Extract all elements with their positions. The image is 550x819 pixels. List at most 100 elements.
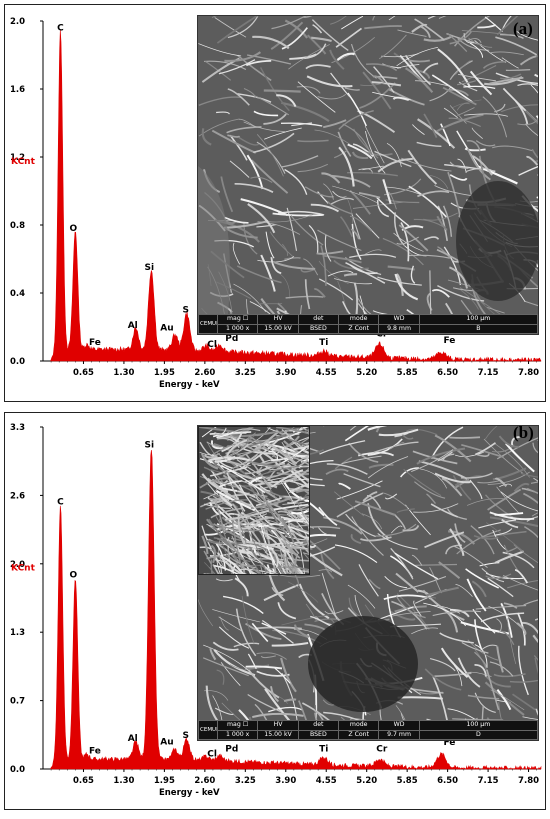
- fiber-stroke: [202, 657, 249, 677]
- fiber-stroke: [264, 570, 279, 574]
- fiber-stroke: [269, 523, 309, 535]
- spectrum-panel-a: 0.0 0.4 0.8 1.2 1.6 2.0 0.65 1.30 1.95 2.60 3.25 3.…: [4, 4, 546, 402]
- fiber-stroke: [253, 465, 300, 479]
- fiber-stroke: [216, 111, 230, 115]
- fiber-stroke: [249, 569, 255, 574]
- fiber-stroke: [469, 70, 493, 96]
- spectrum-panel-b: 0.0 0.7 1.3 2.0 2.6 3.3 0.65 1.30 1.95 2.60 3.25 3.…: [4, 412, 546, 810]
- fiber-stroke: [284, 431, 307, 454]
- fiber-stroke: [256, 134, 284, 177]
- fiber-stroke: [317, 191, 329, 204]
- fiber-stroke: [489, 51, 524, 56]
- fiber-stroke: [489, 661, 514, 677]
- fiber-stroke: [253, 132, 295, 154]
- fiber-stroke: [304, 493, 309, 497]
- fiber-stroke: [201, 473, 229, 493]
- fiber-stroke: [270, 21, 304, 50]
- fiber-stroke: [227, 537, 235, 574]
- fiber-stroke: [347, 143, 373, 160]
- fiber-stroke: [281, 517, 295, 544]
- fiber-stroke: [487, 577, 514, 598]
- fiber-stroke: [277, 510, 298, 520]
- fiber-stroke: [318, 506, 338, 526]
- fiber-stroke: [229, 160, 250, 178]
- fiber-stroke: [211, 129, 257, 154]
- fiber-stroke: [199, 546, 213, 552]
- fiber-stroke: [268, 450, 279, 461]
- fiber-stroke: [270, 686, 280, 703]
- fiber-stroke: [482, 60, 507, 69]
- fiber-stroke: [413, 503, 459, 513]
- fiber-stroke: [345, 513, 376, 538]
- sem-micrograph-b: CEMUP mag ☐ HV det mode WD 100 µm 1 000 …: [197, 425, 539, 741]
- fiber-stroke: [397, 64, 420, 69]
- y-tick-label: 1.2: [10, 153, 25, 163]
- fiber-stroke: [487, 471, 530, 486]
- fiber-stroke: [271, 16, 307, 30]
- fiber-stroke: [366, 495, 382, 509]
- sem-header-mag: mag ☐: [216, 314, 259, 325]
- fiber-stroke: [352, 201, 404, 209]
- fiber-stroke: [216, 431, 234, 439]
- fiber-stroke: [526, 155, 538, 166]
- fiber-stroke: [349, 264, 378, 275]
- fiber-stroke: [306, 543, 309, 555]
- fiber-stroke: [216, 16, 259, 44]
- fiber-stroke: [251, 159, 289, 194]
- sem-value-id: D: [418, 729, 538, 740]
- fiber-stroke: [232, 503, 261, 543]
- fiber-stroke: [318, 527, 333, 536]
- fiber-stroke: [348, 597, 361, 618]
- fiber-stroke: [351, 516, 384, 556]
- fiber-stroke: [464, 113, 508, 117]
- fiber-stroke: [304, 623, 326, 631]
- fiber-stroke: [273, 555, 285, 574]
- fiber-stroke: [306, 75, 353, 88]
- fiber-stroke: [475, 605, 527, 610]
- y-tick-label: 0.7: [10, 697, 25, 707]
- fiber-stroke: [384, 493, 398, 500]
- fiber-stroke: [216, 552, 244, 574]
- fiber-stroke: [298, 583, 330, 620]
- fiber-stroke: [341, 455, 382, 465]
- fiber-stroke: [437, 451, 453, 462]
- fiber-stroke: [203, 503, 231, 509]
- fiber-stroke: [414, 481, 446, 499]
- fiber-stroke: [505, 69, 531, 71]
- fiber-stroke: [297, 139, 329, 143]
- fiber-stroke: [290, 482, 309, 493]
- fiber-stroke: [461, 443, 504, 459]
- fiber-stroke: [240, 198, 289, 217]
- fiber-stroke: [348, 442, 379, 463]
- fiber-stroke: [494, 512, 524, 516]
- fiber-stroke: [333, 278, 373, 285]
- fiber-stroke: [532, 442, 538, 454]
- fiber-stroke: [258, 517, 307, 528]
- fiber-stroke: [350, 533, 362, 545]
- fiber-stroke: [513, 544, 538, 564]
- sem-header-det: det: [297, 314, 340, 325]
- fiber-stroke: [201, 535, 209, 554]
- sem-micrograph-a: CEMUP mag ☐ HV det mode WD 100 µm 1 000 …: [197, 15, 539, 335]
- fiber-stroke: [237, 515, 246, 546]
- sem-logo-a: CEMUP: [198, 314, 218, 334]
- peak-label-fe: Fe: [89, 338, 101, 348]
- fiber-stroke: [471, 127, 483, 140]
- sem-databar-b: CEMUP mag ☐ HV det mode WD 100 µm 1 000 …: [198, 720, 538, 740]
- fiber-stroke: [338, 109, 374, 130]
- fiber-stroke: [417, 118, 456, 149]
- sem-value-mag: 1 000 x: [216, 729, 259, 740]
- fiber-stroke: [431, 289, 450, 298]
- fiber-stroke: [452, 99, 482, 109]
- fiber-stroke: [247, 482, 266, 520]
- fiber-stroke: [231, 554, 251, 562]
- fiber-stroke: [389, 611, 431, 618]
- fiber-stroke: [246, 154, 264, 190]
- fiber-stroke: [215, 578, 233, 582]
- fiber-stroke: [212, 641, 239, 651]
- fiber-stroke: [470, 525, 495, 555]
- x-tick-label: 6.50: [437, 368, 458, 378]
- fiber-stroke: [336, 52, 355, 61]
- fiber-stroke: [199, 477, 228, 489]
- fiber-stroke: [283, 482, 309, 503]
